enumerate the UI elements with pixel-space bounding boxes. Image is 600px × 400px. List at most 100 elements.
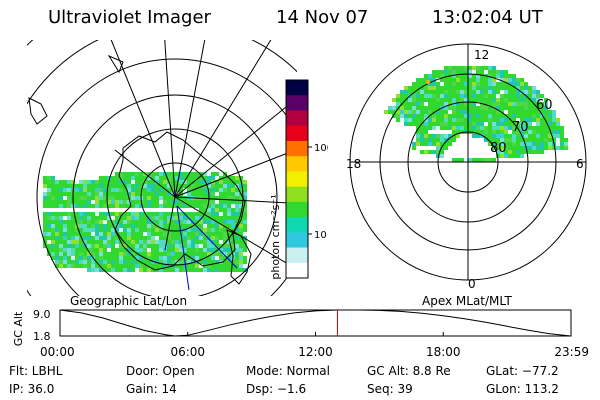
emission-pixel — [460, 102, 464, 106]
emission-pixel — [183, 184, 187, 188]
emission-pixel — [512, 102, 516, 106]
emission-pixel — [227, 268, 231, 272]
emission-pixel — [167, 244, 171, 248]
emission-pixel — [480, 66, 484, 70]
geographic-label: Geographic Lat/Lon — [70, 294, 188, 308]
emission-pixel — [155, 256, 159, 260]
emission-pixel — [147, 256, 151, 260]
emission-pixel — [452, 134, 456, 138]
emission-pixel — [123, 252, 127, 256]
emission-pixel — [528, 122, 532, 126]
emission-pixel — [408, 90, 412, 94]
emission-pixel — [468, 102, 472, 106]
emission-pixel — [55, 252, 59, 256]
emission-pixel — [83, 180, 87, 184]
emission-pixel — [444, 98, 448, 102]
emission-pixel — [91, 268, 95, 272]
emission-pixel — [211, 240, 215, 244]
emission-pixel — [135, 248, 139, 252]
emission-pixel — [107, 200, 111, 204]
emission-pixel — [207, 260, 211, 264]
emission-pixel — [512, 86, 516, 90]
emission-pixel — [195, 216, 199, 220]
emission-pixel — [472, 122, 476, 126]
emission-pixel — [524, 106, 528, 110]
emission-pixel — [468, 118, 472, 122]
emission-pixel — [476, 114, 480, 118]
emission-pixel — [484, 78, 488, 82]
emission-pixel — [47, 240, 51, 244]
emission-pixel — [536, 94, 540, 98]
emission-pixel — [115, 244, 119, 248]
emission-pixel — [91, 204, 95, 208]
emission-pixel — [155, 260, 159, 264]
emission-pixel — [95, 196, 99, 200]
emission-pixel — [75, 220, 79, 224]
emission-pixel — [103, 180, 107, 184]
emission-pixel — [532, 130, 536, 134]
emission-pixel — [492, 82, 496, 86]
emission-pixel — [243, 256, 247, 260]
emission-pixel — [500, 70, 504, 74]
emission-pixel — [131, 268, 135, 272]
emission-pixel — [452, 114, 456, 118]
emission-pixel — [175, 236, 179, 240]
emission-pixel — [219, 268, 223, 272]
emission-pixel — [484, 106, 488, 110]
emission-pixel — [71, 184, 75, 188]
emission-pixel — [63, 188, 67, 192]
emission-pixel — [456, 70, 460, 74]
emission-pixel — [468, 66, 472, 70]
sun-marker — [426, 80, 430, 84]
emission-pixel — [440, 86, 444, 90]
emission-pixel — [476, 106, 480, 110]
emission-pixel — [139, 240, 143, 244]
emission-pixel — [492, 66, 496, 70]
emission-pixel — [472, 158, 476, 162]
emission-pixel — [524, 98, 528, 102]
emission-pixel — [143, 236, 147, 240]
emission-pixel — [404, 110, 408, 114]
emission-pixel — [171, 188, 175, 192]
emission-pixel — [151, 216, 155, 220]
emission-pixel — [468, 82, 472, 86]
emission-pixel — [500, 146, 504, 150]
emission-pixel — [420, 86, 424, 90]
emission-pixel — [127, 236, 131, 240]
emission-pixel — [215, 192, 219, 196]
emission-pixel — [388, 110, 392, 114]
emission-pixel — [420, 110, 424, 114]
emission-pixel — [91, 188, 95, 192]
emission-pixel — [444, 74, 448, 78]
emission-pixel — [59, 184, 63, 188]
emission-pixel — [456, 134, 460, 138]
emission-pixel — [63, 240, 67, 244]
emission-pixel — [123, 204, 127, 208]
emission-pixel — [167, 252, 171, 256]
emission-pixel — [175, 224, 179, 228]
emission-pixel — [115, 196, 119, 200]
emission-pixel — [448, 106, 452, 110]
emission-pixel — [211, 244, 215, 248]
emission-pixel — [171, 200, 175, 204]
emission-pixel — [75, 212, 79, 216]
emission-pixel — [516, 150, 520, 154]
emission-pixel — [231, 204, 235, 208]
emission-pixel — [55, 260, 59, 264]
emission-pixel — [239, 188, 243, 192]
emission-pixel — [47, 200, 51, 204]
emission-pixel — [103, 212, 107, 216]
emission-pixel — [480, 86, 484, 90]
emission-pixel — [83, 248, 87, 252]
emission-pixel — [203, 180, 207, 184]
emission-pixel — [231, 196, 235, 200]
emission-pixel — [512, 74, 516, 78]
emission-pixel — [512, 146, 516, 150]
emission-pixel — [464, 98, 468, 102]
emission-pixel — [207, 252, 211, 256]
emission-pixel — [59, 236, 63, 240]
emission-pixel — [139, 220, 143, 224]
emission-pixel — [115, 252, 119, 256]
emission-pixel — [59, 196, 63, 200]
emission-pixel — [444, 78, 448, 82]
